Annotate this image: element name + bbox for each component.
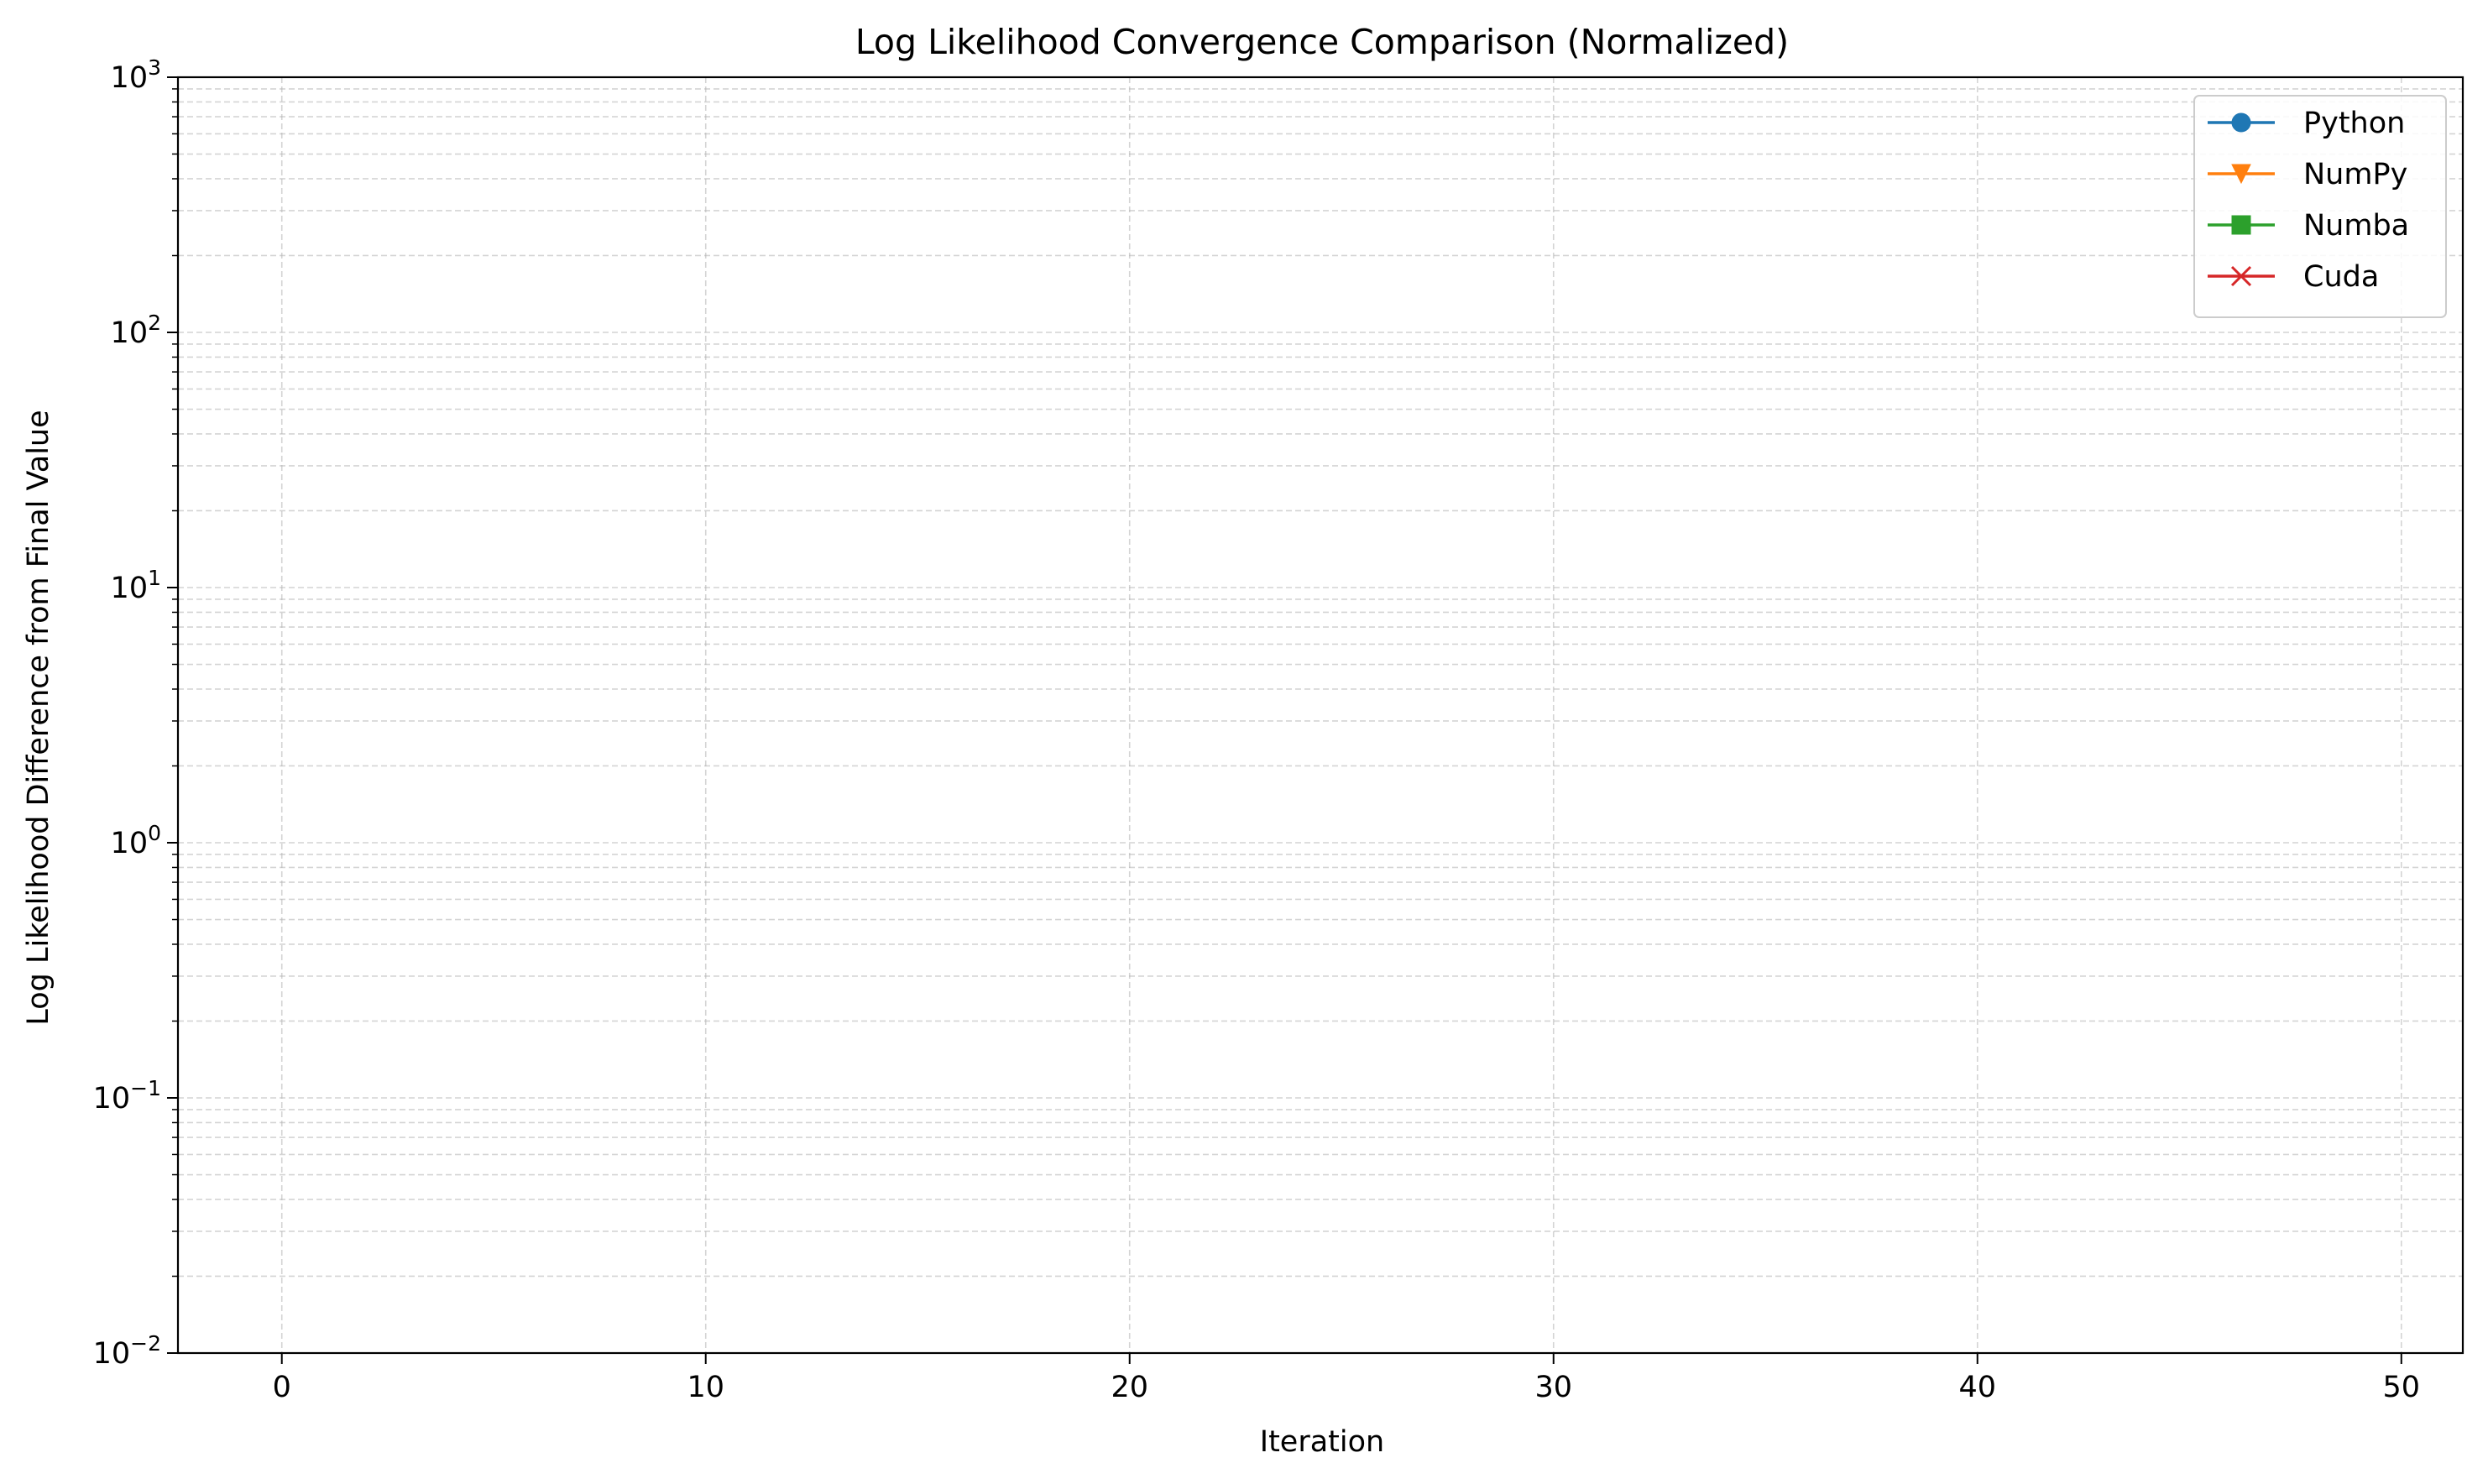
x-marker-stroke — [2230, 265, 2252, 287]
y-tick-label: 100 — [111, 821, 161, 860]
y-axis-label: Log Likelihood Difference from Final Val… — [22, 410, 55, 1025]
legend-marker-numpy — [2231, 164, 2251, 185]
legend: Python NumPy Numba Cuda — [2193, 95, 2447, 318]
x-axis-label: Iteration — [1260, 1425, 1384, 1459]
x-tick-label: 10 — [687, 1371, 724, 1404]
x-tick-label: 0 — [273, 1371, 291, 1404]
x-tick-label: 40 — [1958, 1371, 1996, 1404]
y-tick-label: 10−2 — [93, 1331, 161, 1371]
legend-marker-cuda — [2230, 265, 2252, 287]
y-tick-label: 101 — [111, 566, 161, 605]
y-tick-label: 103 — [111, 55, 161, 95]
x-tick-label: 50 — [2383, 1371, 2421, 1404]
ticks: 0 10 20 30 40 50 10−2 10−1 100 101 102 103 — [93, 55, 2420, 1404]
y-tick-label: 10−1 — [93, 1076, 161, 1116]
legend-label-cuda: Cuda — [2303, 260, 2379, 294]
chart-title: Log Likelihood Convergence Comparison (N… — [855, 22, 1789, 62]
x-tick-label: 30 — [1534, 1371, 1572, 1404]
x-tick-label: 20 — [1111, 1371, 1148, 1404]
legend-marker-python — [2231, 112, 2251, 133]
legend-label-numpy: NumPy — [2303, 158, 2407, 191]
plot-frame — [176, 76, 2464, 1355]
legend-label-python: Python — [2303, 107, 2405, 140]
legend-marker-numba — [2231, 215, 2251, 235]
legend-box — [2193, 95, 2447, 318]
legend-label-numba: Numba — [2303, 209, 2409, 243]
y-tick-label: 102 — [111, 311, 161, 350]
